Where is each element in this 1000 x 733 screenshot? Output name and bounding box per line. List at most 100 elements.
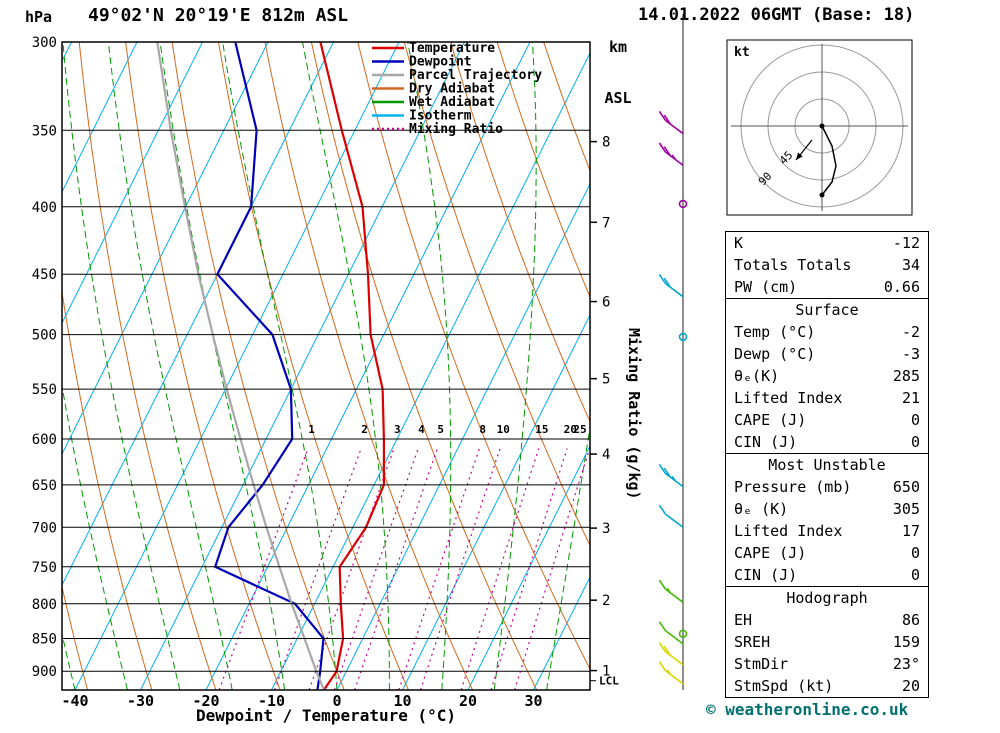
stats-tables: K -12 Totals Totals 34 PW (cm) 0.66 Surface Tem… [725, 231, 929, 698]
pressure-tick-label: 300 [32, 35, 57, 51]
legend-label: Dewpoint [409, 55, 472, 70]
row-label: StmDir [734, 655, 789, 673]
isotherm-line [62, 42, 269, 456]
station-title: 49°02'N 20°19'E 812m ASL [88, 5, 349, 26]
mixing-ratio-label: 15 [535, 423, 548, 436]
km-tick-label: 6 [602, 295, 610, 311]
wet-adiabat-line [546, 424, 590, 690]
wet-adiabat-line [62, 42, 181, 690]
mixing-ratio-axis-label: Mixing Ratio (g/kg) [625, 328, 643, 500]
hodograph-unit-label: kt [734, 45, 750, 60]
temp-tick-label: 0 [332, 692, 341, 710]
temp-tick-label: 20 [459, 692, 477, 710]
table-row: CAPE (J) 0 [726, 542, 928, 564]
row-label: SREH [734, 633, 771, 651]
table-row: Lifted Index 21 [726, 387, 928, 409]
barb-full-tick [658, 661, 667, 672]
mixing-ratio-line [308, 448, 395, 690]
pressure-axis-unit: hPa [25, 8, 53, 26]
temp-tick-label: -40 [61, 692, 88, 710]
x-axis-label: Dewpoint / Temperature (°C) [195, 706, 457, 725]
table-row: StmSpd (kt) 20 [726, 675, 928, 697]
pressure-tick-label: 500 [32, 328, 57, 344]
parcel-trajectory-curve [156, 42, 325, 690]
isotherm-line [140, 42, 465, 690]
row-value: 17 [901, 522, 920, 540]
calm-wind-circle [678, 629, 688, 639]
table-row: Temp (°C) -2 [726, 321, 928, 343]
pressure-tick-label: 450 [32, 267, 57, 283]
row-label: PW (cm) [734, 278, 798, 296]
wet-adiabat-line [222, 42, 338, 690]
pressure-tick-label: 350 [32, 123, 57, 139]
mixing-ratio-label: 5 [437, 423, 444, 436]
lcl-label: LCL [599, 675, 619, 688]
temp-tick-label: 30 [524, 692, 542, 710]
isotherm-line [74, 42, 400, 690]
barb-full-tick [658, 621, 667, 632]
row-label: Totals Totals [734, 256, 852, 274]
legend-label: Wet Adiabat [409, 95, 495, 110]
wind-barb [658, 142, 684, 166]
row-value: 650 [892, 478, 920, 496]
stats-table-2: Most Unstable Pressure (mb) 650 θₑ (K) 305 Li… [725, 453, 929, 587]
row-value: 21 [901, 389, 920, 407]
barb-full-tick [658, 579, 667, 590]
dry-adiabat-line [62, 584, 89, 690]
table-row: Dewp (°C) -3 [726, 343, 928, 365]
pressure-tick-label: 800 [32, 597, 57, 613]
isotherm-line [271, 51, 590, 690]
dewpoint-curve [213, 42, 325, 690]
mixing-ratio-label: 2 [361, 423, 368, 436]
table-row: CAPE (J) 0 [726, 409, 928, 431]
row-value: -3 [901, 345, 920, 363]
legend-label: Dry Adiabat [409, 82, 495, 97]
plot-background [0, 42, 730, 690]
barb-full-tick [663, 467, 671, 478]
isotherm-line [205, 42, 531, 690]
table-row: Pressure (mb) 650 [726, 476, 928, 498]
dry-adiabat-line [62, 289, 153, 690]
barb-full-tick [658, 463, 667, 474]
row-value: 0.66 [883, 278, 920, 296]
dry-adiabat-line [357, 42, 590, 671]
isotherm-line [62, 42, 203, 325]
pressure-tick-label: 850 [32, 631, 57, 647]
row-value: -2 [901, 323, 920, 341]
km-tick-label: 4 [602, 447, 610, 463]
storm-motion-arrowhead [796, 152, 803, 160]
wet-adiabat-line [407, 42, 452, 690]
wind-barb [658, 110, 684, 135]
wind-barb [658, 642, 684, 666]
barb-full-tick [658, 274, 667, 284]
hodograph-point [819, 192, 825, 198]
legend-label: Mixing Ratio [409, 122, 503, 137]
table-row: K -12 [726, 232, 928, 254]
row-value: 86 [901, 611, 920, 629]
table-row: Totals Totals 34 [726, 254, 928, 276]
wet-adiabat-line [599, 42, 730, 690]
km-tick-label: 8 [602, 135, 610, 151]
km-tick-label: 1 [602, 664, 610, 680]
km-tick-label: 5 [602, 372, 610, 388]
barb-full-tick [663, 645, 671, 656]
wind-barb [658, 661, 684, 685]
row-label: Temp (°C) [734, 323, 816, 341]
row-value: 0 [910, 544, 920, 562]
dry-adiabat-line [125, 42, 281, 690]
dry-adiabat-line [0, 42, 24, 690]
mixing-ratio-label: 1 [308, 423, 315, 436]
row-label: CIN (J) [734, 433, 798, 451]
pressure-tick-label: 750 [32, 560, 57, 576]
barb-shaft [664, 588, 684, 603]
table-row: Lifted Index 17 [726, 520, 928, 542]
wind-barb [678, 629, 688, 639]
row-label: θₑ (K) [734, 500, 789, 518]
table-row: θₑ(K) 285 [726, 365, 928, 387]
table-row: StmDir 23° [726, 653, 928, 675]
table-row: CIN (J) 0 [726, 431, 928, 453]
wet-adiabat-line [107, 42, 233, 690]
row-label: StmSpd (kt) [734, 677, 834, 695]
